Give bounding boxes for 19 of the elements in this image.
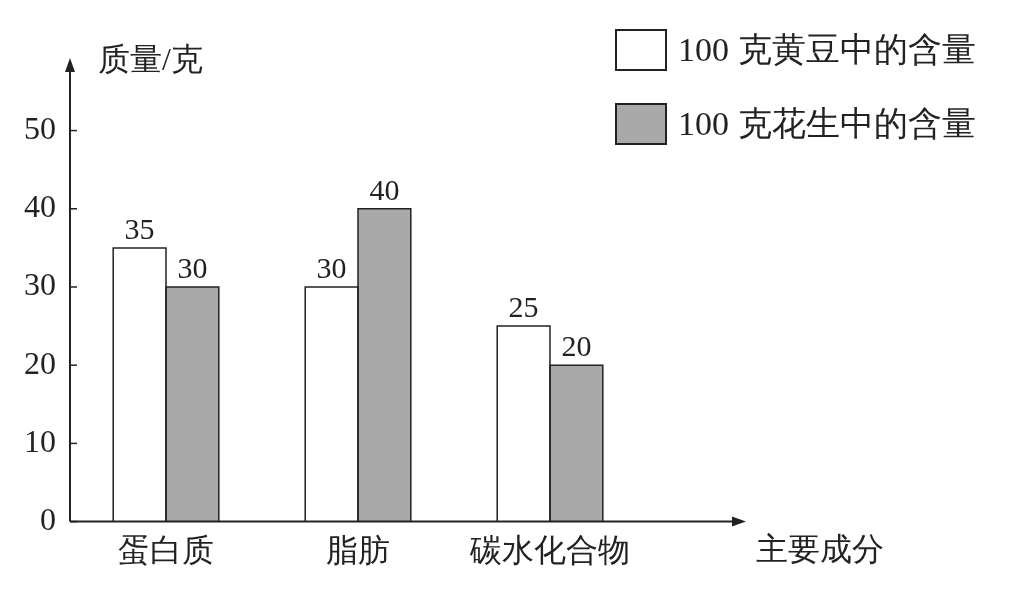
data-label: 30: [177, 250, 208, 284]
data-label: 20: [561, 329, 592, 363]
text: 100 克黄豆中的含量: [678, 30, 976, 68]
x-axis-title: 主要成分: [756, 530, 884, 567]
y-tick-label: 50: [24, 109, 56, 146]
y-tick-label: 0: [40, 501, 56, 538]
data-label: 40: [369, 172, 400, 206]
y-tick-label: 40: [24, 188, 56, 225]
legend-label: 100 克花生中的含量: [678, 104, 976, 142]
data-label: 25: [508, 289, 539, 323]
y-axis-title: 质量/克: [98, 41, 203, 77]
x-tick-label: 脂肪: [326, 532, 390, 569]
data-label: 30: [316, 250, 347, 284]
y-tick-label: 10: [24, 422, 56, 459]
data-label: 35: [124, 211, 155, 245]
x-tick-label: 碳水化合物: [469, 532, 630, 569]
y-tick-label: 30: [24, 266, 56, 303]
x-tick-label: 蛋白质: [118, 532, 214, 569]
y-tick-label: 20: [24, 344, 56, 381]
